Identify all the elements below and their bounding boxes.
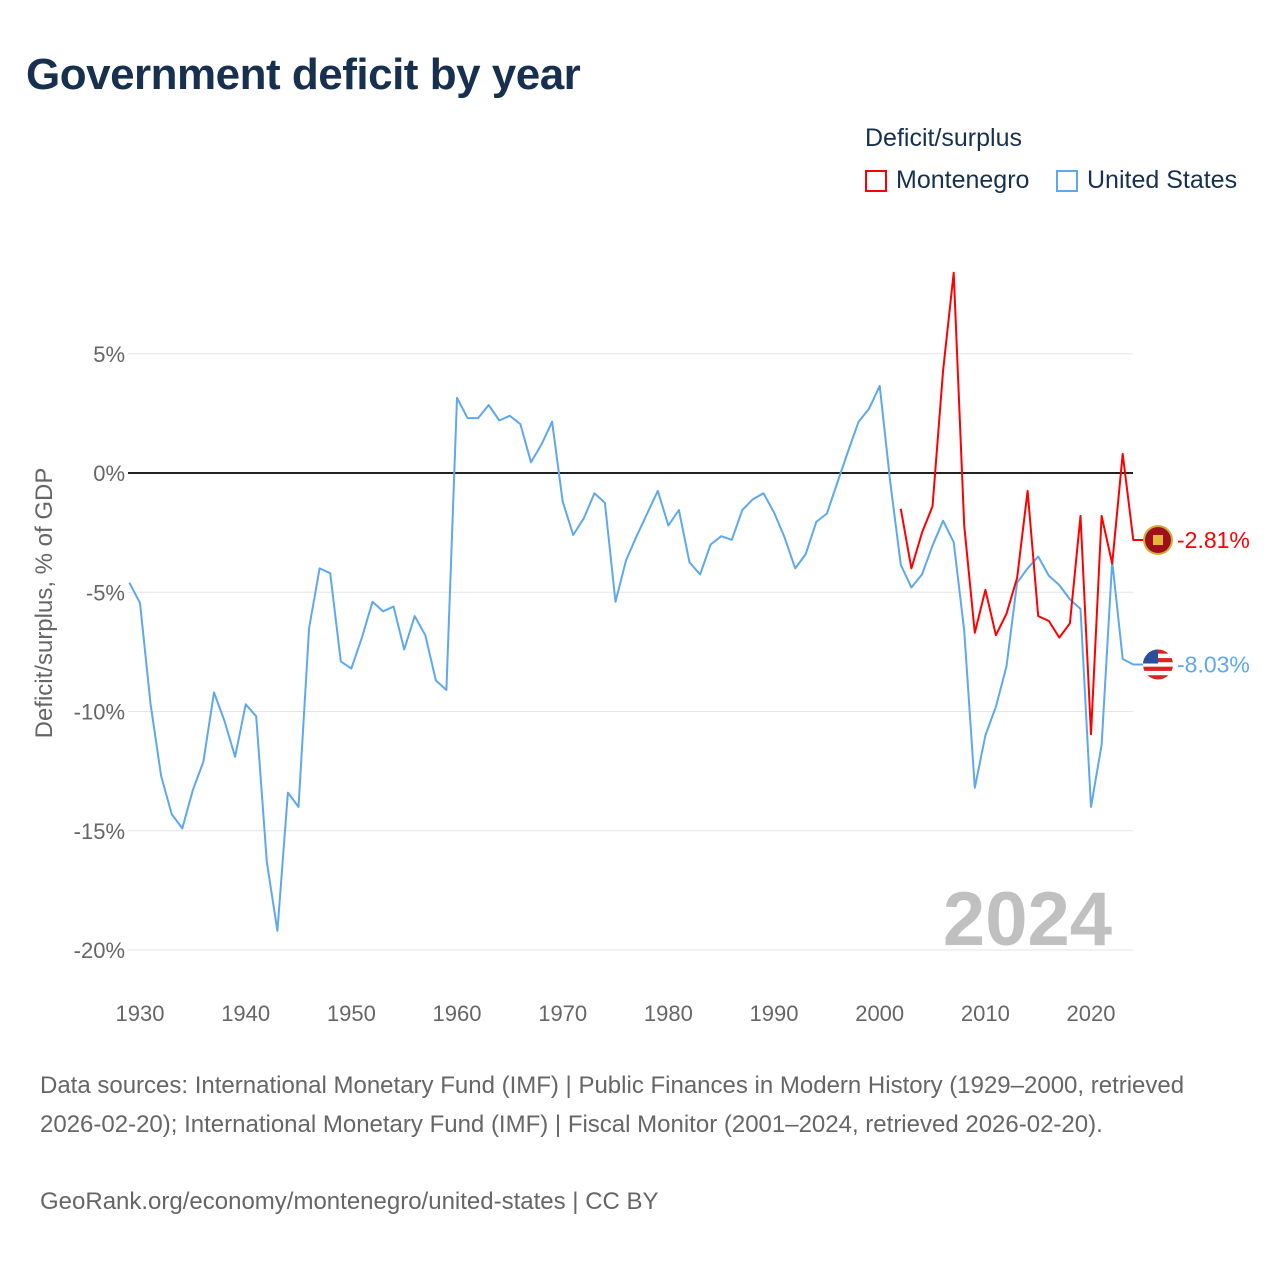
flag-emblem — [1153, 535, 1163, 546]
data-sources: Data sources: International Monetary Fun… — [40, 1072, 1185, 1138]
x-tick-label: 2000 — [855, 1001, 904, 1026]
legend-label: United States — [1087, 166, 1238, 194]
x-tick-label: 1930 — [116, 1001, 165, 1026]
y-tick-label: -10% — [74, 700, 125, 725]
y-tick-label: -20% — [74, 938, 125, 963]
series-line-montenegro — [899, 271, 1150, 736]
x-tick-label: 1940 — [221, 1001, 270, 1026]
year-watermark: 2024 — [943, 877, 1112, 962]
legend-title: Deficit/surplus — [865, 124, 1022, 152]
x-tick-label: 1950 — [327, 1001, 376, 1026]
end-value-label: -2.81% — [1177, 527, 1250, 553]
stripe — [1143, 662, 1173, 667]
y-tick-label: -5% — [86, 580, 125, 605]
y-tick-label: 5% — [93, 342, 125, 367]
series-line-united-states — [128, 384, 1150, 932]
legend-item-montenegro[interactable]: Montenegro — [865, 166, 1029, 195]
legend-swatch-united-states — [1056, 169, 1078, 192]
y-tick-label: 0% — [93, 461, 125, 486]
x-tick-label: 1990 — [750, 1001, 799, 1026]
credit-link[interactable]: GeoRank.org/economy/montenegro/united-st… — [40, 1188, 659, 1215]
y-axis-label: Deficit/surplus, % of GDP — [31, 468, 58, 739]
montenegro-flag-icon — [1143, 525, 1173, 556]
stripe — [1143, 670, 1173, 676]
x-tick-label: 1960 — [433, 1001, 482, 1026]
x-tick-label: 2010 — [961, 1001, 1010, 1026]
stripe — [1143, 675, 1173, 680]
legend-item-united-states[interactable]: United States — [1056, 166, 1237, 195]
stripe — [1143, 666, 1173, 671]
y-tick-label: -15% — [74, 819, 125, 844]
flag-canton — [1143, 649, 1158, 664]
x-tick-label: 1980 — [644, 1001, 693, 1026]
legend-swatch-montenegro — [865, 169, 887, 192]
x-tick-label: 1970 — [538, 1001, 587, 1026]
chart-title: Government deficit by year — [26, 50, 581, 99]
end-value-label: -8.03% — [1177, 652, 1250, 678]
us-flag-icon — [1143, 649, 1173, 680]
line-chart: 5% 0% -5% -10% -15% -20% 1930 1940 1950 1960 1970 1… — [31, 271, 1250, 1026]
x-tick-label: 2020 — [1067, 1001, 1116, 1026]
flag-stripes — [1143, 649, 1173, 680]
legend-label: Montenegro — [896, 166, 1030, 194]
